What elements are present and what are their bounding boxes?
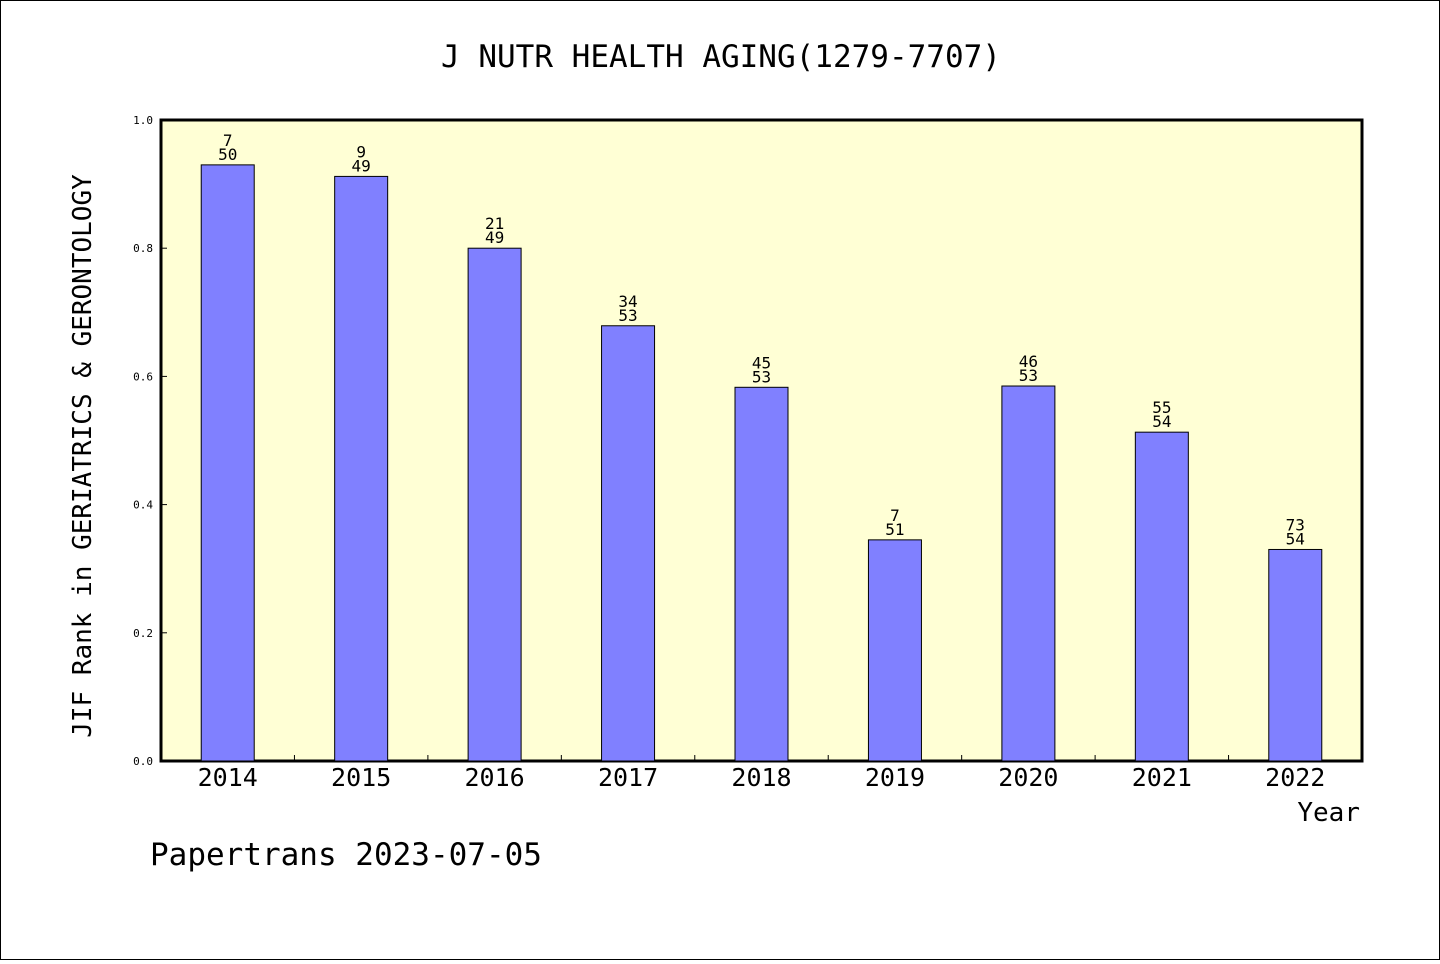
bar-label-total: 49 bbox=[352, 156, 371, 175]
bar-label-rank: 9 bbox=[356, 142, 366, 161]
bar bbox=[734, 386, 789, 762]
y-axis: 0.0 0.2 0.4 0.6 0.8 1.0 bbox=[133, 114, 167, 768]
bar-label-total: 53 bbox=[618, 306, 637, 325]
bar-label-total: 53 bbox=[752, 367, 771, 386]
y-tick-label: 0.8 bbox=[133, 242, 153, 255]
bar-label-total: 54 bbox=[1152, 412, 1171, 431]
bar bbox=[200, 164, 255, 762]
bar bbox=[334, 175, 389, 762]
y-tick-label: 1.0 bbox=[133, 114, 153, 127]
x-tick-label: 2017 bbox=[598, 763, 658, 792]
y-tick-label: 0.2 bbox=[133, 627, 153, 640]
x-tick-label: 2014 bbox=[198, 763, 258, 792]
x-tick-label: 2021 bbox=[1132, 763, 1192, 792]
x-tick-label: 2019 bbox=[865, 763, 925, 792]
bar-label-rank: 55 bbox=[1152, 398, 1171, 417]
bar-label-rank: 7 bbox=[223, 131, 233, 150]
x-tick-label: 2018 bbox=[731, 763, 791, 792]
x-tick-label: 2015 bbox=[331, 763, 391, 792]
bar-label-total: 50 bbox=[218, 145, 237, 164]
x-axis-label: Year bbox=[1297, 798, 1360, 828]
chart-title: J NUTR HEALTH AGING(1279-7707) bbox=[441, 39, 1001, 75]
footer-credit: Papertrans 2023-07-05 bbox=[150, 837, 542, 873]
y-tick-label: 0.4 bbox=[133, 499, 153, 512]
bar-label-rank: 34 bbox=[618, 292, 637, 311]
bar-label-rank: 7 bbox=[890, 506, 900, 525]
x-tick-label: 2022 bbox=[1265, 763, 1325, 792]
bar bbox=[1001, 385, 1056, 762]
y-tick-label: 0.6 bbox=[133, 370, 153, 383]
bar-label-total: 54 bbox=[1286, 529, 1305, 548]
x-axis: 2014 2015 2016 2017 2018 2019 2020 2021 2022 bbox=[198, 755, 1325, 792]
bar-label-total: 51 bbox=[885, 520, 904, 539]
x-tick-label: 2020 bbox=[998, 763, 1058, 792]
x-tick-label: 2016 bbox=[465, 763, 525, 792]
bar bbox=[1134, 431, 1189, 762]
bar bbox=[1268, 548, 1323, 762]
y-axis-label: JIF Rank in GERIATRICS & GERONTOLOGY bbox=[68, 174, 98, 738]
bar-label-rank: 45 bbox=[752, 353, 771, 372]
bar-label-rank: 73 bbox=[1286, 515, 1305, 534]
bar-label-rank: 21 bbox=[485, 214, 504, 233]
bar-label-total: 53 bbox=[1019, 366, 1038, 385]
bar bbox=[467, 247, 522, 762]
bar bbox=[867, 539, 922, 762]
bar-label-total: 49 bbox=[485, 228, 504, 247]
y-tick-label: 0.0 bbox=[133, 755, 153, 768]
bar-label-rank: 46 bbox=[1019, 352, 1038, 371]
bar bbox=[601, 325, 656, 762]
